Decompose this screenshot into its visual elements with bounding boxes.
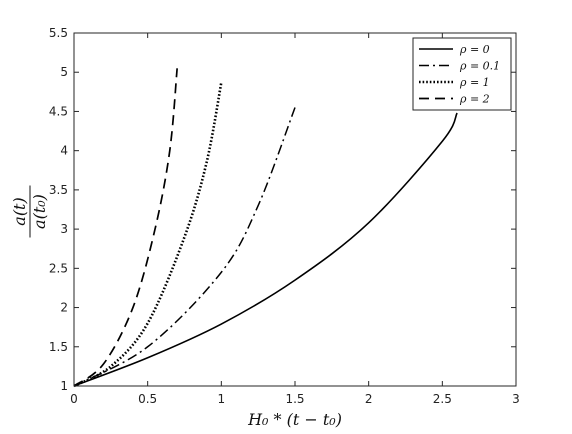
x-tick-label: 0	[70, 392, 78, 406]
x-tick-label: 3	[512, 392, 520, 406]
x-tick-label: 0.5	[138, 392, 157, 406]
legend: ρ = 0 ρ = 0.1 ρ = 1 ρ = 2	[412, 37, 512, 111]
y-tick-label: 1.5	[49, 340, 68, 354]
y-tick-label: 4.5	[49, 104, 68, 118]
y-tick-label: 1	[60, 379, 68, 393]
series-line-2	[73, 82, 223, 388]
y-tick-label: 2	[60, 301, 68, 315]
ticks-layer: 0 0.5 1 1.5 2 2.5 3 1 1.5 2 2.5 3 3.5 4 4.5 5 5.5	[49, 26, 520, 406]
plot-frame	[73, 32, 517, 387]
y-axis-label: a(t) a(t₀)	[10, 185, 49, 238]
y-tick-label: 3.5	[49, 183, 68, 197]
y-tick-label: 2.5	[49, 261, 68, 275]
series-line-0	[73, 112, 458, 387]
legend-label-2: ρ = 1	[459, 76, 490, 89]
x-axis-label: H₀ * (t − t₀)	[247, 410, 342, 429]
lines-layer	[73, 68, 458, 388]
legend-label-0: ρ = 0	[459, 43, 490, 56]
legend-box	[412, 37, 512, 111]
y-tick-label: 5.5	[49, 26, 68, 40]
x-tick-label: 2.5	[433, 392, 452, 406]
series-line-3	[73, 68, 178, 387]
legend-label-3: ρ = 2	[459, 93, 490, 106]
x-tick-label: 1.5	[285, 392, 304, 406]
series-line-1	[73, 107, 296, 387]
y-tick-label: 5	[60, 65, 68, 79]
y-tick-label: 4	[60, 144, 68, 158]
y-tick-label: 3	[60, 222, 68, 236]
legend-label-1: ρ = 0.1	[459, 60, 500, 73]
x-tick-label: 1	[218, 392, 226, 406]
y-axis-label-numerator: a(t)	[10, 197, 29, 225]
y-axis-label-denominator: a(t₀)	[30, 194, 49, 229]
x-tick-label: 2	[365, 392, 373, 406]
